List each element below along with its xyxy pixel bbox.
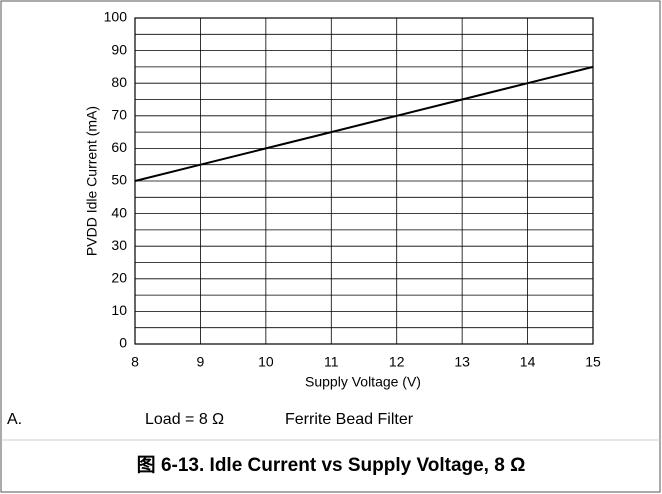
y-tick-label: 40 bbox=[111, 204, 127, 220]
y-tick-label: 50 bbox=[111, 172, 127, 188]
x-tick-label: 14 bbox=[520, 354, 536, 370]
y-tick-label: 100 bbox=[104, 9, 128, 25]
footnote-filter: Ferrite Bead Filter bbox=[285, 411, 414, 428]
data-line bbox=[134, 65, 594, 182]
y-tick-label: 20 bbox=[111, 270, 127, 286]
footnote-marker: A. bbox=[7, 411, 22, 428]
x-axis-label: Supply Voltage (V) bbox=[305, 374, 421, 390]
x-tick-label: 8 bbox=[131, 354, 139, 370]
x-tick-label: 10 bbox=[258, 354, 274, 370]
x-tick-label: 12 bbox=[389, 354, 405, 370]
y-tick-label: 70 bbox=[111, 107, 127, 123]
footnote-load: Load = 8 Ω bbox=[145, 411, 224, 428]
x-tick-label: 11 bbox=[324, 354, 339, 370]
x-tick-label: 9 bbox=[197, 354, 205, 370]
x-tick-label: 15 bbox=[585, 354, 601, 370]
y-tick-label: 10 bbox=[111, 302, 127, 318]
y-tick-label: 80 bbox=[111, 74, 127, 90]
y-tick-label: 0 bbox=[119, 335, 127, 351]
y-tick-label: 90 bbox=[111, 41, 127, 57]
x-tick-label: 13 bbox=[454, 354, 470, 370]
y-axis-label: PVDD Idle Current (mA) bbox=[84, 106, 100, 256]
caption: 图 6-13. Idle Current vs Supply Voltage, … bbox=[137, 454, 526, 476]
y-tick-label: 30 bbox=[111, 237, 127, 253]
y-tick-label: 60 bbox=[111, 139, 127, 155]
